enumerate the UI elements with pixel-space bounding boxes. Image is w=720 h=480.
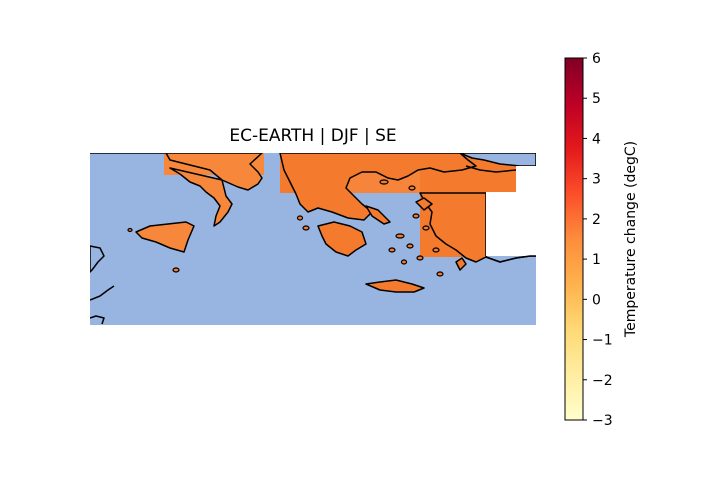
island (388, 247, 396, 253)
land-euboea (365, 205, 391, 225)
colorbar-tick-label: 5 (592, 91, 601, 107)
island (296, 215, 304, 221)
land-peloponnese (317, 221, 367, 257)
island (412, 213, 420, 219)
colorbar-label: Temperature change (degC) (623, 141, 639, 338)
no-data-region (516, 166, 536, 192)
land-sicily (135, 221, 195, 253)
island (379, 179, 389, 185)
colorbar-tick-label: 0 (592, 292, 601, 308)
no-data-region (486, 192, 536, 256)
island (436, 271, 444, 277)
island (395, 233, 405, 239)
land-north-africa-west (90, 245, 105, 273)
island (432, 247, 440, 253)
land-north-africa-coast (90, 285, 115, 325)
map-title: EC-EARTH | DJF | SE (229, 126, 397, 146)
colorbar-tick-label: 3 (592, 172, 601, 188)
colorbar-ticks (583, 57, 587, 421)
colorbar-tick-label: 2 (592, 212, 601, 228)
island (422, 225, 430, 231)
land-italy (90, 153, 263, 227)
island (400, 259, 408, 265)
colorbar-tick-label: 4 (592, 131, 601, 147)
colorbar-tick-label: −3 (592, 413, 613, 429)
aegean-islands (127, 179, 444, 277)
land-crete (365, 279, 425, 293)
map-panel (90, 153, 536, 325)
island (406, 243, 414, 249)
island (172, 267, 180, 273)
land-lesbos (415, 197, 433, 211)
colorbar-tick-label: −2 (592, 373, 613, 389)
land-thrace-coast (459, 153, 536, 167)
island (302, 225, 310, 231)
land-rhodes (455, 257, 467, 271)
colorbar-gradient (564, 57, 584, 421)
land-greece (279, 153, 477, 221)
coastlines (90, 153, 536, 325)
colorbar-tick-label: 1 (592, 252, 601, 268)
colorbar-tick-label: −1 (592, 333, 613, 349)
levant-coastline (485, 255, 536, 263)
island (416, 255, 424, 261)
island (127, 227, 133, 233)
colorbar-tick-label: 6 (592, 51, 601, 67)
colorbar: 6 5 4 3 2 1 0 −1 −2 −3 Temperature change (degC) (564, 51, 639, 429)
island (408, 185, 416, 191)
colorbar-tick-labels: 6 5 4 3 2 1 0 −1 −2 −3 (592, 51, 613, 429)
land-marmara-coast (465, 165, 517, 173)
